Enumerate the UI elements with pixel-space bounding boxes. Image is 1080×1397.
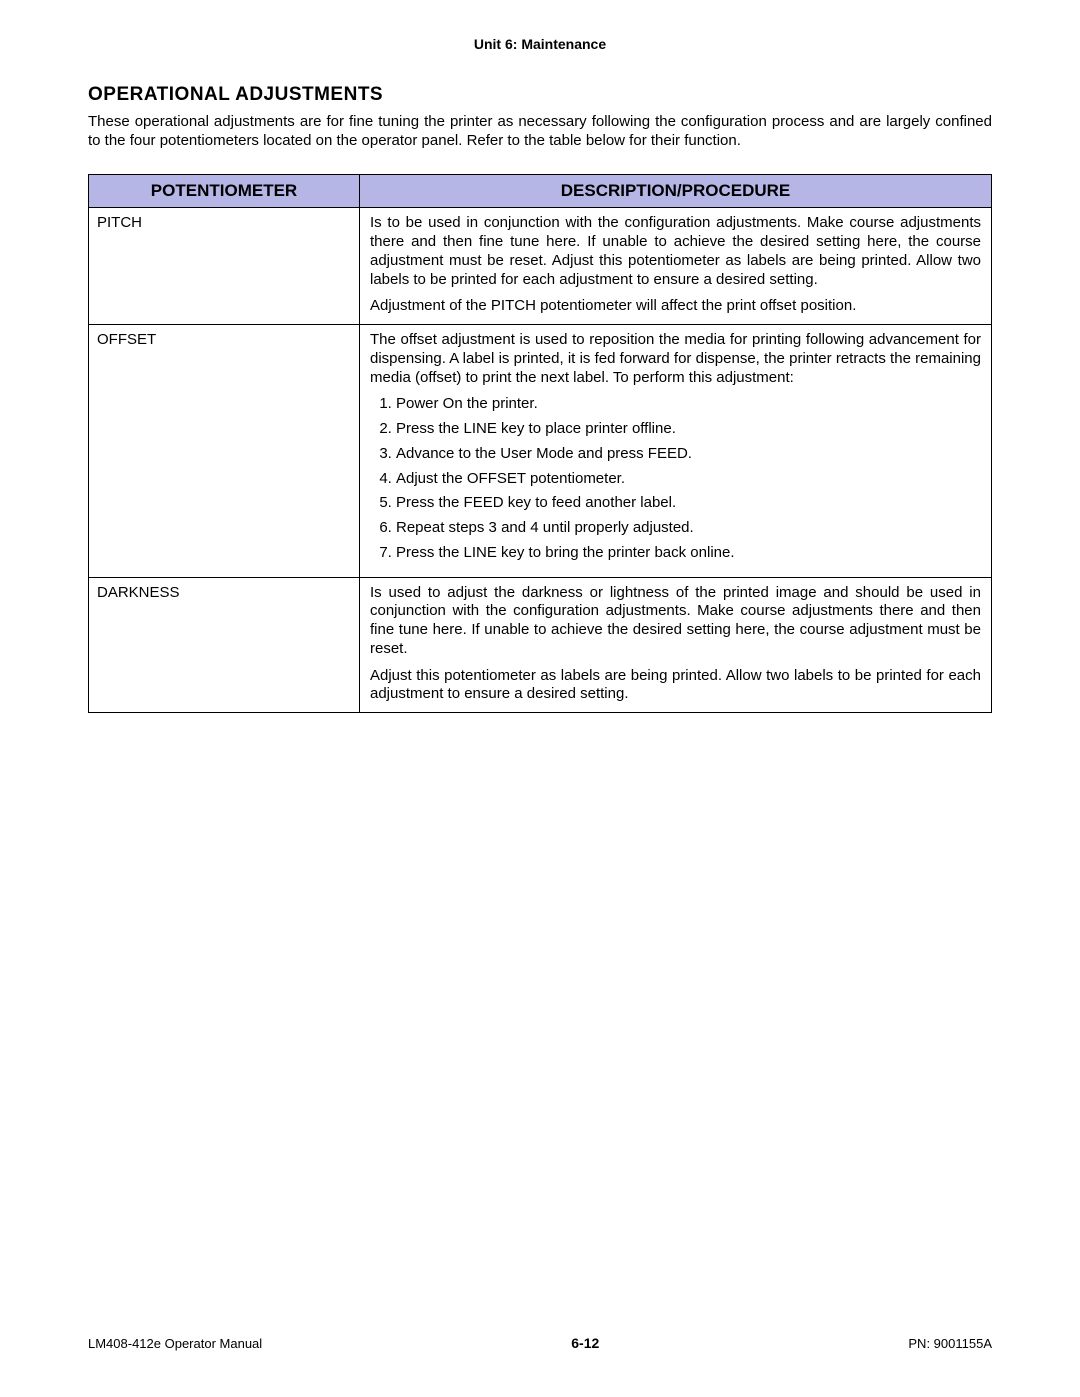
col-header-description: DESCRIPTION/PROCEDURE xyxy=(360,175,992,208)
table-row: PITCH Is to be used in conjunction with … xyxy=(89,208,992,325)
section-intro: These operational adjustments are for fi… xyxy=(88,112,992,150)
pot-name-offset: OFFSET xyxy=(89,325,360,578)
footer-right: PN: 9001155A xyxy=(908,1336,992,1351)
list-item: Press the FEED key to feed another label… xyxy=(396,494,981,513)
list-item: Repeat steps 3 and 4 until properly adju… xyxy=(396,519,981,538)
paragraph: Adjust this potentiometer as labels are … xyxy=(370,667,981,705)
pot-name-darkness: DARKNESS xyxy=(89,577,360,713)
paragraph: Is to be used in conjunction with the co… xyxy=(370,214,981,289)
col-header-potentiometer: POTENTIOMETER xyxy=(89,175,360,208)
footer-page-number: 6-12 xyxy=(571,1335,599,1351)
pot-name-pitch: PITCH xyxy=(89,208,360,325)
paragraph: Is used to adjust the darkness or lightn… xyxy=(370,584,981,659)
section-title: OPERATIONAL ADJUSTMENTS xyxy=(88,84,992,106)
pot-desc-offset: The offset adjustment is used to reposit… xyxy=(360,325,992,578)
list-item: Press the LINE key to bring the printer … xyxy=(396,544,981,563)
page: Unit 6: Maintenance OPERATIONAL ADJUSTME… xyxy=(0,0,1080,1397)
table-row: OFFSET The offset adjustment is used to … xyxy=(89,325,992,578)
footer-left: LM408-412e Operator Manual xyxy=(88,1336,262,1351)
potentiometer-table: POTENTIOMETER DESCRIPTION/PROCEDURE PITC… xyxy=(88,174,992,713)
list-item: Power On the printer. xyxy=(396,395,981,414)
list-item: Press the LINE key to place printer offl… xyxy=(396,420,981,439)
pot-desc-darkness: Is used to adjust the darkness or lightn… xyxy=(360,577,992,713)
page-footer: LM408-412e Operator Manual 6-12 PN: 9001… xyxy=(88,1335,992,1351)
paragraph: The offset adjustment is used to reposit… xyxy=(370,331,981,387)
table-header-row: POTENTIOMETER DESCRIPTION/PROCEDURE xyxy=(89,175,992,208)
offset-steps: Power On the printer. Press the LINE key… xyxy=(396,395,981,562)
table-row: DARKNESS Is used to adjust the darkness … xyxy=(89,577,992,713)
paragraph: Adjustment of the PITCH potentiometer wi… xyxy=(370,297,981,316)
pot-desc-pitch: Is to be used in conjunction with the co… xyxy=(360,208,992,325)
list-item: Advance to the User Mode and press FEED. xyxy=(396,445,981,464)
list-item: Adjust the OFFSET potentiometer. xyxy=(396,470,981,489)
unit-header: Unit 6: Maintenance xyxy=(88,36,992,52)
